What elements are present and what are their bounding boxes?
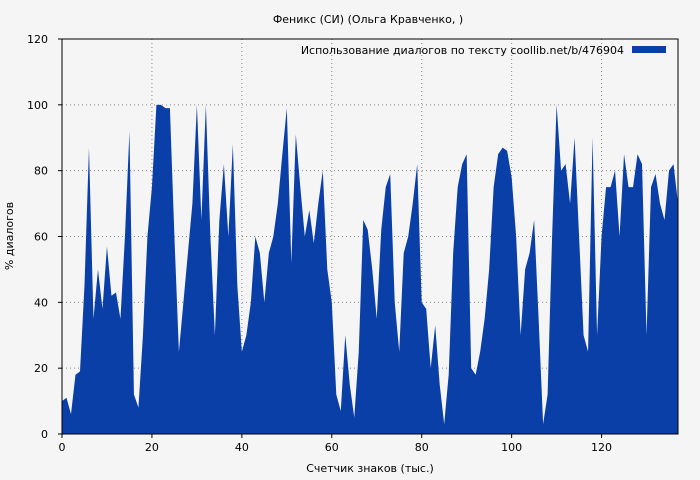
x-tick-label: 120 (591, 441, 612, 454)
legend-label: Использование диалогов по тексту coollib… (301, 44, 624, 57)
y-tick-label: 20 (34, 362, 48, 375)
y-tick-label: 120 (27, 33, 48, 46)
y-axis-label: % диалогов (3, 202, 16, 270)
x-tick-label: 80 (415, 441, 429, 454)
x-tick-label: 0 (59, 441, 66, 454)
dialog-usage-area (62, 104, 678, 434)
y-tick-label: 80 (34, 165, 48, 178)
legend: Использование диалогов по тексту coollib… (301, 44, 666, 57)
x-axis-label: Счетчик знаков (тыс.) (306, 462, 434, 475)
y-axis-ticks: 0 20 40 60 80 100 120 (27, 33, 62, 441)
y-tick-label: 60 (34, 231, 48, 244)
x-tick-label: 60 (325, 441, 339, 454)
x-tick-label: 40 (235, 441, 249, 454)
y-tick-label: 0 (41, 428, 48, 441)
y-tick-label: 40 (34, 296, 48, 309)
legend-swatch (632, 46, 666, 53)
chart-title: Феникс (СИ) (Ольга Кравченко, ) (273, 13, 463, 26)
y-tick-label: 100 (27, 99, 48, 112)
x-tick-label: 20 (145, 441, 159, 454)
x-axis-ticks: 0 20 40 60 80 100 120 (59, 434, 612, 454)
x-tick-label: 100 (501, 441, 522, 454)
